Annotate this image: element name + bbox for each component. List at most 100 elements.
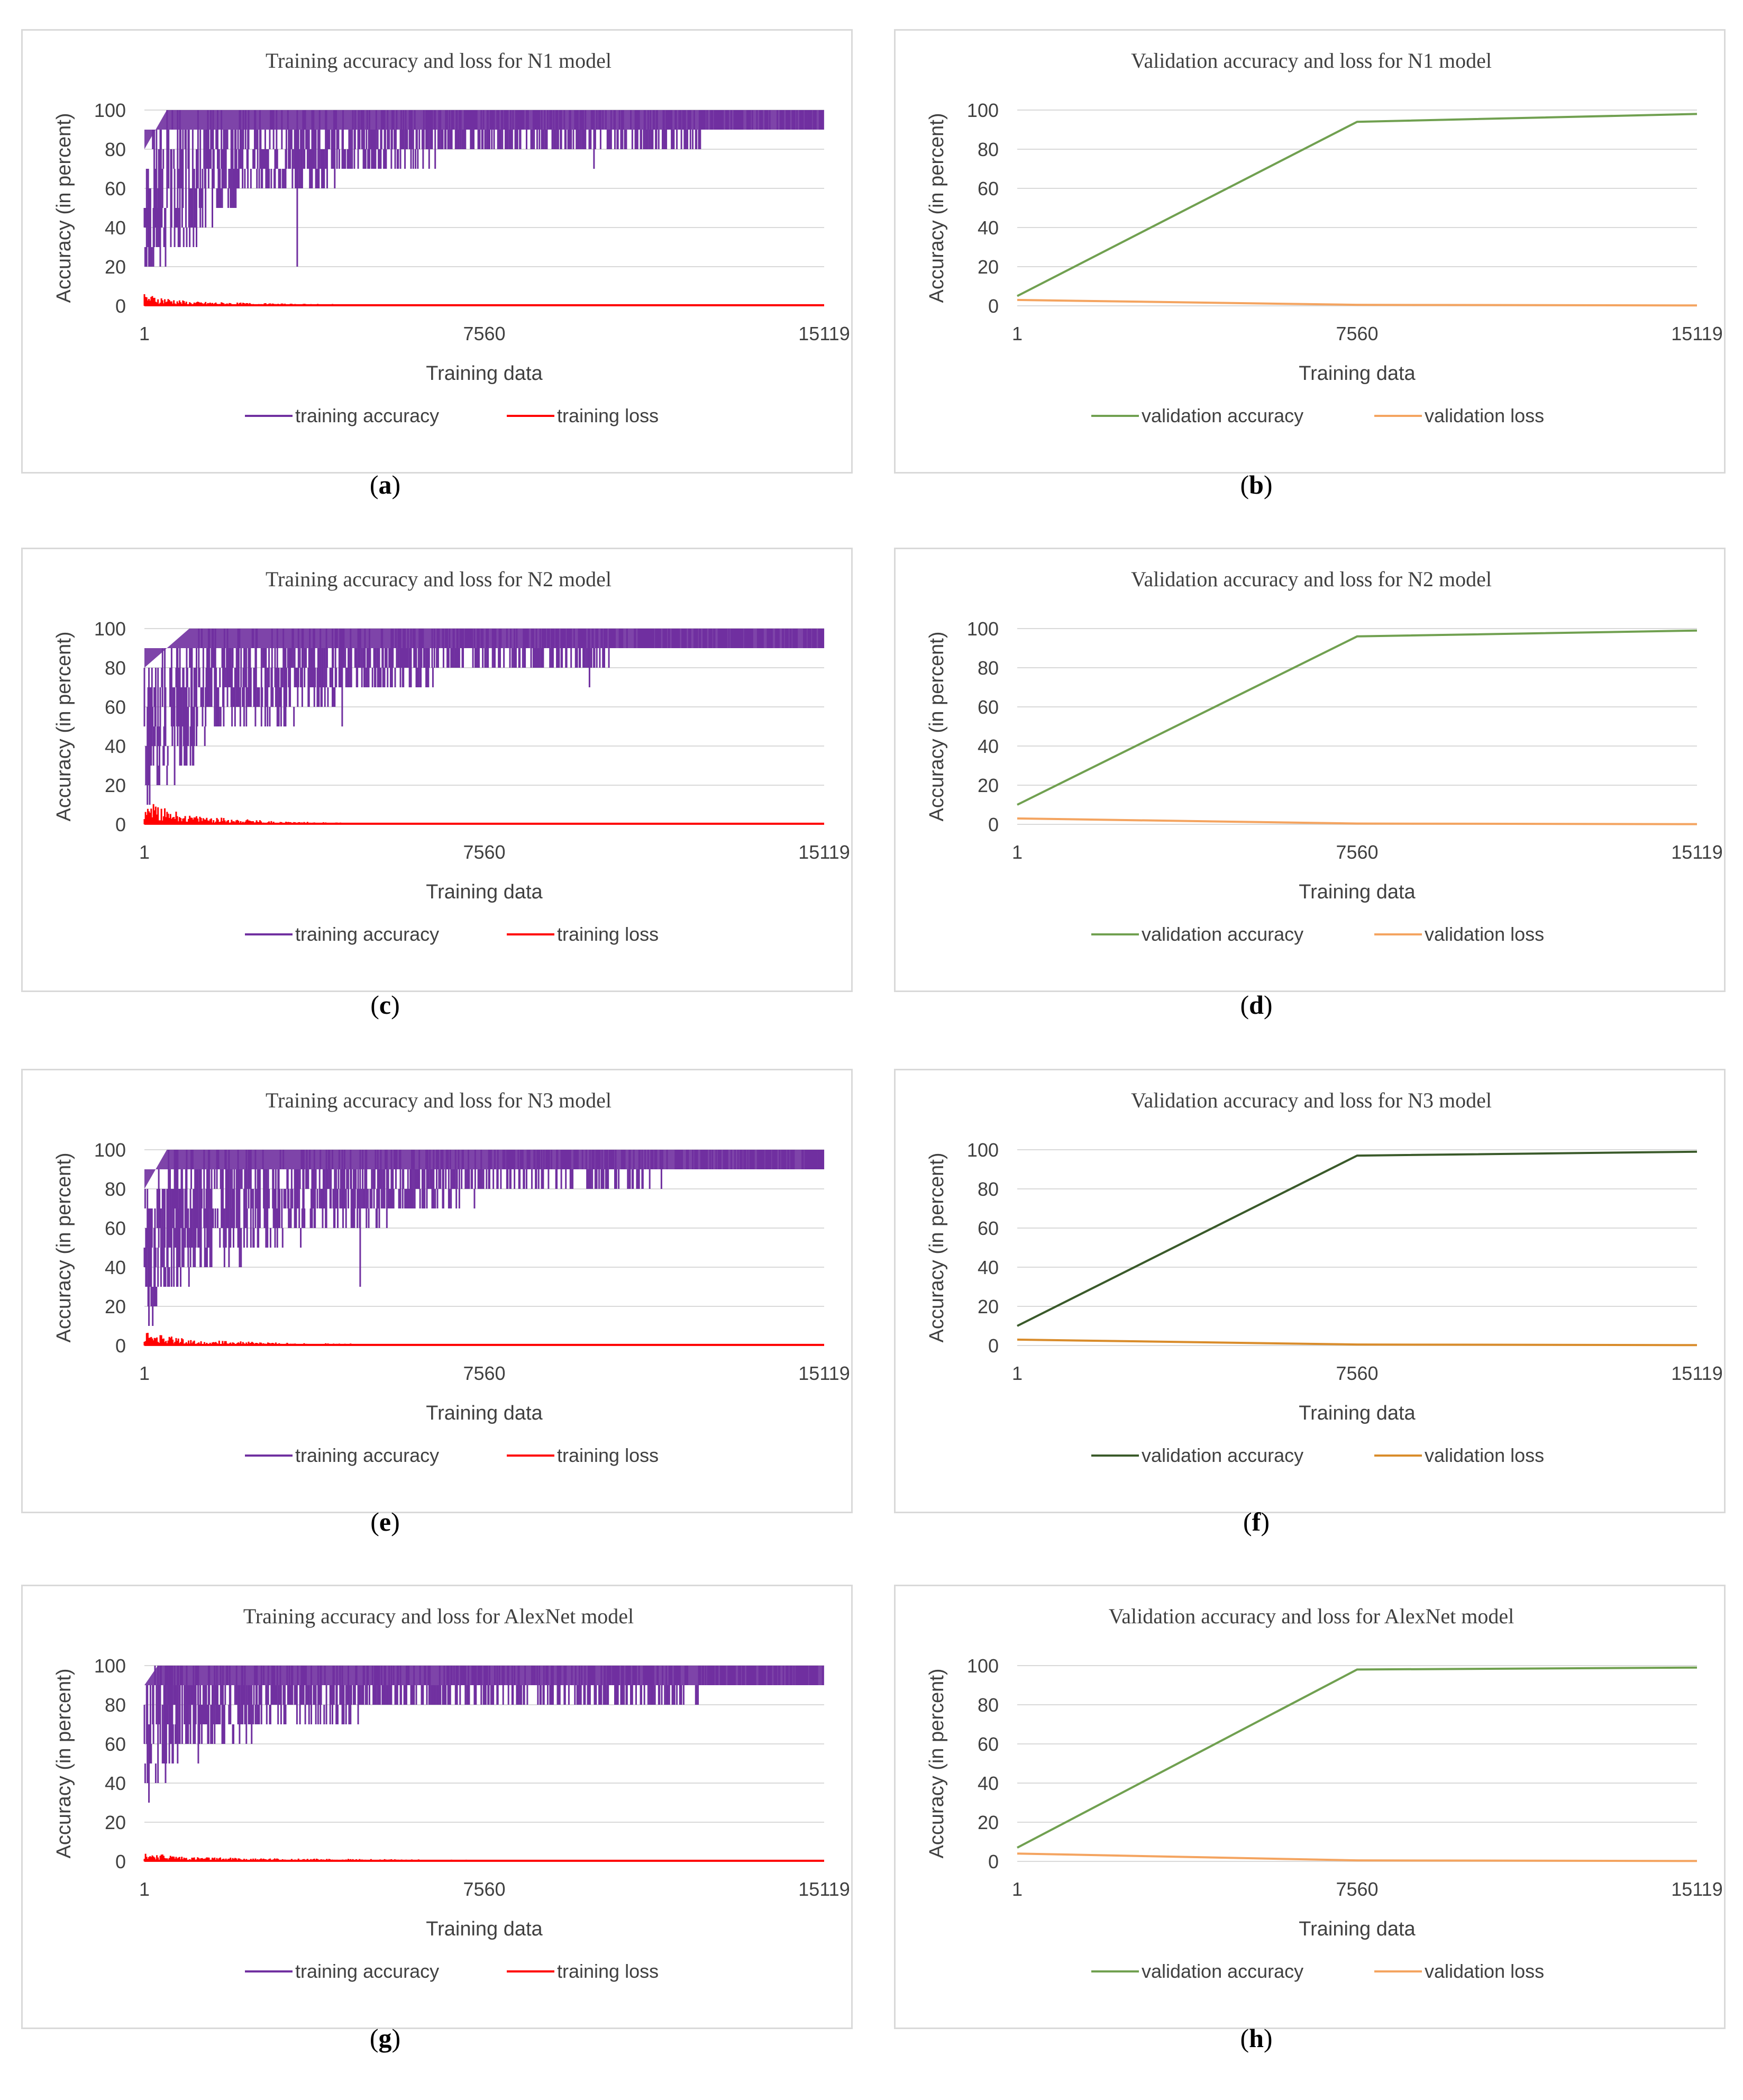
y-tick-label: 80 [105, 657, 126, 679]
y-tick-label: 60 [105, 696, 126, 718]
x-axis-label: Training data [426, 881, 543, 903]
legend-label: validation loss [1425, 405, 1544, 426]
y-tick-label: 100 [94, 1139, 126, 1161]
legend-label: validation accuracy [1142, 405, 1303, 426]
x-tick-label: 1 [139, 841, 150, 863]
x-tick-label: 15119 [798, 1362, 850, 1384]
chart-svg: Training accuracy and loss for AlexNet m… [53, 1604, 850, 1982]
subfigure-caption: (e) [370, 1507, 400, 1537]
y-tick-label: 80 [978, 139, 999, 160]
x-tick-label: 7560 [1336, 841, 1378, 863]
x-tick-label: 1 [139, 323, 150, 344]
series-training-accuracy [143, 110, 824, 267]
series-training-accuracy [143, 629, 825, 805]
series-training-loss [143, 804, 824, 825]
y-axis-label: Accuracy (in percent) [926, 1152, 948, 1342]
y-tick-label: 0 [988, 295, 999, 317]
series-line [1017, 1338, 1698, 1347]
subfigure-caption: (d) [1240, 990, 1273, 1020]
chart-title: Validation accuracy and loss for N1 mode… [1131, 49, 1492, 72]
x-axis-label: Training data [1299, 881, 1416, 903]
y-tick-label: 100 [94, 1655, 126, 1677]
chart-title: Training accuracy and loss for N2 model [266, 567, 612, 591]
legend-label: training accuracy [295, 1444, 439, 1466]
y-tick-label: 60 [978, 696, 999, 718]
accuracy-band [144, 1150, 824, 1189]
x-axis-label: Training data [1299, 1402, 1416, 1424]
x-tick-label: 15119 [1671, 1362, 1722, 1384]
y-tick-label: 100 [94, 618, 126, 640]
x-tick-label: 15119 [798, 1878, 850, 1900]
y-tick-label: 20 [978, 1296, 999, 1317]
y-tick-label: 0 [115, 1851, 126, 1872]
y-tick-label: 0 [115, 295, 126, 317]
accuracy-band [144, 110, 824, 149]
chart-panel: Training accuracy and loss for N3 model 0… [21, 1069, 853, 1513]
chart-title: Validation accuracy and loss for N3 mode… [1131, 1088, 1492, 1112]
subfigure-caption: (f) [1243, 1507, 1270, 1537]
x-tick-label: 7560 [1336, 323, 1378, 344]
y-tick-label: 60 [105, 1733, 126, 1755]
y-tick-label: 40 [105, 735, 126, 757]
chart-panel: Training accuracy and loss for N2 model 0… [21, 548, 853, 992]
series-line [1017, 113, 1698, 297]
x-axis-label: Training data [426, 1918, 543, 1940]
chart-title: Validation accuracy and loss for N2 mode… [1131, 567, 1492, 591]
accuracy-band [144, 629, 824, 668]
y-tick-label: 100 [94, 99, 126, 121]
y-tick-label: 40 [105, 217, 126, 239]
legend-label: validation loss [1425, 1444, 1544, 1466]
y-axis-label: Accuracy (in percent) [926, 631, 948, 821]
x-tick-label: 7560 [463, 1878, 505, 1900]
series-training-loss [143, 1333, 824, 1346]
chart-svg: Validation accuracy and loss for N2 mode… [926, 567, 1723, 945]
subfigure-caption: (a) [369, 470, 401, 499]
x-tick-label: 7560 [463, 841, 505, 863]
subfigure-caption: (c) [370, 990, 400, 1020]
y-tick-label: 80 [105, 139, 126, 160]
y-tick-label: 0 [988, 814, 999, 835]
series-training-accuracy [143, 1666, 824, 1803]
legend-label: training loss [557, 405, 659, 426]
y-tick-label: 0 [115, 814, 126, 835]
y-tick-label: 100 [967, 99, 999, 121]
x-tick-label: 1 [139, 1362, 150, 1384]
chart-panel: Validation accuracy and loss for N1 mode… [894, 29, 1726, 474]
series-line [1017, 817, 1698, 825]
y-tick-label: 40 [978, 1257, 999, 1278]
x-tick-label: 7560 [463, 1362, 505, 1384]
x-tick-label: 15119 [798, 841, 850, 863]
chart-svg: Training accuracy and loss for N1 model 0… [53, 49, 850, 426]
legend-label: training accuracy [295, 923, 439, 945]
series-line [1017, 629, 1698, 806]
chart-svg: Training accuracy and loss for N3 model 0… [53, 1088, 850, 1466]
x-tick-label: 1 [1012, 841, 1023, 863]
x-tick-label: 15119 [1671, 841, 1722, 863]
x-tick-label: 15119 [1671, 323, 1722, 344]
y-axis-label: Accuracy (in percent) [53, 1152, 75, 1342]
chart-panel: Validation accuracy and loss for N3 mode… [894, 1069, 1726, 1513]
legend-label: validation loss [1425, 923, 1544, 945]
x-tick-label: 7560 [1336, 1362, 1378, 1384]
y-tick-label: 0 [115, 1335, 126, 1357]
y-tick-label: 20 [105, 256, 126, 278]
y-axis-label: Accuracy (in percent) [53, 1668, 75, 1858]
chart-svg: Validation accuracy and loss for N3 mode… [926, 1088, 1723, 1466]
y-tick-label: 20 [978, 256, 999, 278]
y-tick-label: 0 [988, 1335, 999, 1357]
series-training-loss [143, 294, 824, 306]
series-line [1017, 1150, 1698, 1327]
series-line [1017, 298, 1698, 307]
series-training-accuracy [143, 1150, 825, 1326]
chart-panel: Validation accuracy and loss for N2 mode… [894, 548, 1726, 992]
y-tick-label: 60 [978, 178, 999, 199]
y-tick-label: 40 [978, 217, 999, 239]
y-tick-label: 60 [978, 1217, 999, 1239]
chart-svg: Training accuracy and loss for N2 model 0… [53, 567, 850, 945]
y-axis-label: Accuracy (in percent) [53, 113, 75, 303]
y-tick-label: 60 [105, 1217, 126, 1239]
x-tick-label: 1 [139, 1878, 150, 1900]
y-tick-label: 60 [105, 178, 126, 199]
legend-label: training loss [557, 1444, 659, 1466]
y-tick-label: 20 [105, 1296, 126, 1317]
